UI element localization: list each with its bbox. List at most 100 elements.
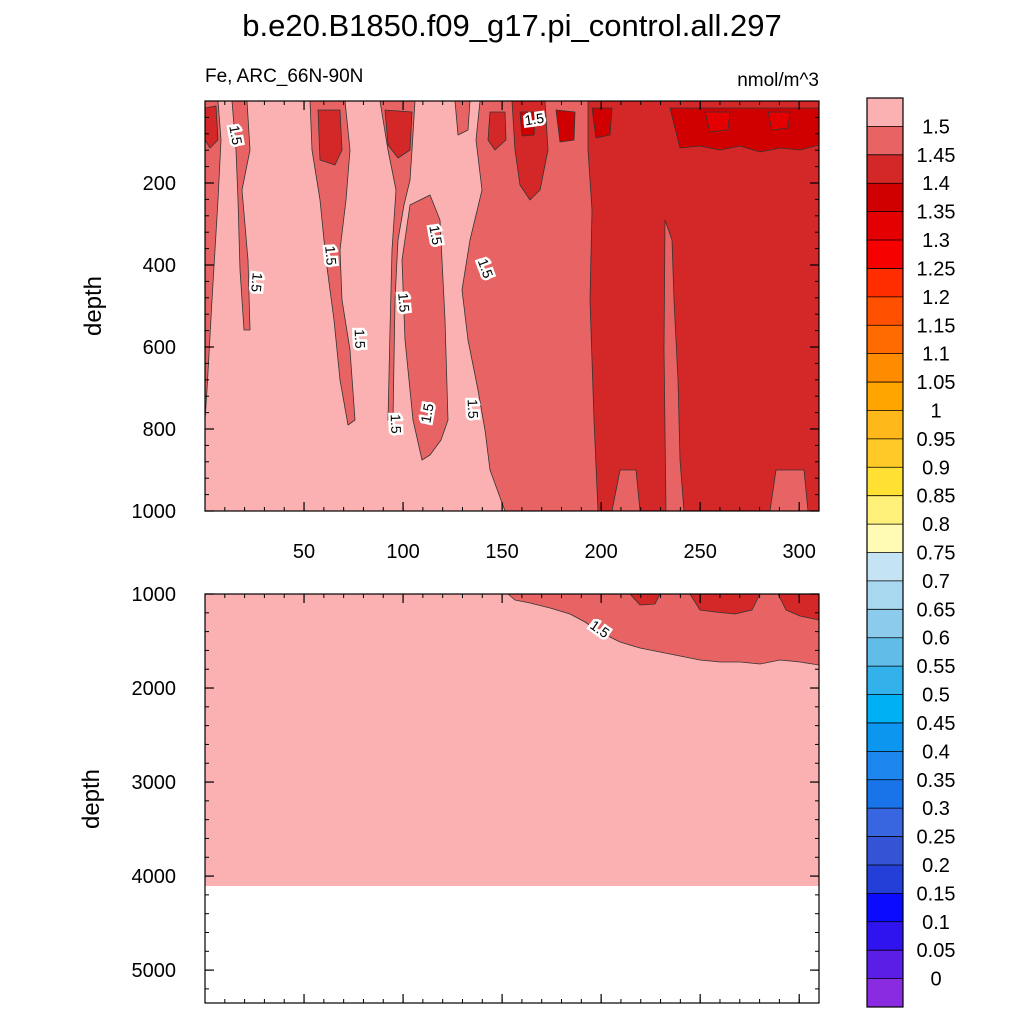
contour-fill-1.45-c <box>309 100 356 426</box>
y-tick-label: 1000 <box>132 501 177 523</box>
colorbar-swatch <box>867 353 903 383</box>
lower-ylabel: depth <box>78 769 105 829</box>
contour-fill-1.45-b <box>231 100 251 331</box>
colorbar-label: 0.4 <box>922 741 950 763</box>
colorbar-label: 1.15 <box>917 315 956 337</box>
colorbar-swatch <box>867 580 903 610</box>
colorbar-swatch <box>867 438 903 468</box>
contour-fill-1.4-e <box>204 105 219 149</box>
upper-axes: 200 400 600 800 1000 50 100 150 200 250 300 <box>132 100 820 563</box>
colorbar-swatch <box>867 836 903 866</box>
y-tick-label: 1000 <box>132 584 177 606</box>
colorbar-swatch <box>867 154 903 184</box>
colorbar-swatch <box>867 183 903 213</box>
y-tick-label: 2000 <box>132 678 177 700</box>
upper-panel: 1.5 1.5 1.5 1.5 1.5 1.5 1.5 1.5 1.5 1.5 … <box>80 100 820 563</box>
colorbar-label: 0.75 <box>917 543 956 565</box>
colorbar-label: 1.2 <box>922 287 950 309</box>
contour-fill-1.35-b <box>591 107 613 139</box>
colorbar-swatch <box>867 296 903 326</box>
colorbar-swatch <box>867 694 903 724</box>
lower-panel-frame <box>204 593 820 1004</box>
colorbar-label: 0.35 <box>917 770 956 792</box>
contour-fill-1.45-g <box>454 100 471 136</box>
colorbar-swatch <box>867 864 903 894</box>
colorbar-label: 0.9 <box>922 457 950 479</box>
colorbar-swatch <box>867 808 903 837</box>
colorbar-swatch <box>867 779 903 809</box>
contour-fill-1.3-b <box>767 111 791 131</box>
y-tick-label: 3000 <box>132 772 177 794</box>
colorbar-label: 1.1 <box>922 344 950 366</box>
colorbar-label: 0.6 <box>922 628 950 650</box>
x-tick-label: 300 <box>783 541 816 563</box>
colorbar-label: 0.7 <box>922 571 950 593</box>
colorbar-swatch <box>867 609 903 639</box>
colorbar-label: 0.55 <box>917 656 956 678</box>
contour-fill-1.4-c <box>317 109 343 166</box>
colorbar: 1.5 1.45 1.4 1.35 1.3 1.25 1.2 1.15 1.1 1.05 1 0.95… <box>866 97 956 1008</box>
colorbar-label: 0.95 <box>917 429 956 451</box>
contour-fill-1.35-a <box>669 107 820 153</box>
colorbar-label: 0.2 <box>922 855 950 877</box>
colorbar-swatch <box>867 410 903 440</box>
y-tick-label: 400 <box>143 255 176 277</box>
x-tick-label: 150 <box>485 541 518 563</box>
colorbar-label: 0.65 <box>917 599 956 621</box>
contour-label: 1.5 <box>465 399 482 419</box>
colorbar-label: 0 <box>930 969 941 991</box>
colorbar-label: 0.85 <box>917 486 956 508</box>
colorbar-label: 0.15 <box>917 883 956 905</box>
contour-label: 1.5 <box>524 110 546 129</box>
colorbar-swatch <box>867 382 903 411</box>
colorbar-swatch <box>867 552 903 582</box>
colorbar-label: 1.45 <box>917 145 956 167</box>
colorbar-label: 0.8 <box>922 514 950 536</box>
chart-title: b.e20.B1850.f09_g17.pi_control.all.297 <box>242 8 782 43</box>
contour-label: 1.5 <box>388 414 405 434</box>
colorbar-swatch <box>867 722 903 752</box>
contour-fill-1.4-f <box>487 111 507 151</box>
upper-contour-labels: 1.5 1.5 1.5 1.5 1.5 1.5 1.5 1.5 1.5 1.5 … <box>224 107 548 436</box>
contour-fill-1.35-d <box>519 111 536 137</box>
colorbar-swatch <box>867 325 903 355</box>
contour-fill-1.3-a <box>704 111 731 133</box>
colorbar-label: 1.4 <box>922 173 950 195</box>
lower-contour-fills <box>507 593 820 666</box>
x-tick-label: 100 <box>386 541 419 563</box>
contour-fill-1.4-a <box>587 100 820 512</box>
contour-label: 1.5 <box>322 245 340 266</box>
colorbar-swatch <box>867 666 903 695</box>
colorbar-swatch <box>867 751 903 781</box>
contour-fill-1.45-e <box>401 194 449 461</box>
colorbar-label: 0.3 <box>922 798 950 820</box>
colorbar-swatch <box>867 524 903 553</box>
lower-axes: 1000 2000 3000 4000 5000 <box>132 584 820 1003</box>
chart-units: nmol/m^3 <box>737 70 819 91</box>
contour-fill-1.45-d <box>379 100 416 421</box>
colorbar-swatch <box>867 637 903 667</box>
x-tick-label: 200 <box>584 541 617 563</box>
colorbar-label: 0.1 <box>922 912 950 934</box>
colorbar-swatch <box>867 211 903 241</box>
y-tick-label: 600 <box>143 337 176 359</box>
colorbar-label: 1.05 <box>917 372 956 394</box>
contour-label: 1.5 <box>395 292 413 313</box>
contour-label: 1.5 <box>418 402 437 424</box>
y-tick-label: 4000 <box>132 866 177 888</box>
colorbar-swatch <box>867 921 903 951</box>
colorbar-label: 1.25 <box>917 258 956 280</box>
colorbar-label: 1.3 <box>922 230 950 252</box>
lower-panel-seafloor <box>205 886 819 1003</box>
colorbar-swatch <box>867 126 903 156</box>
x-tick-label: 50 <box>293 541 315 563</box>
colorbar-swatch <box>867 978 903 1008</box>
colorbar-swatch <box>867 893 903 923</box>
colorbar-swatch <box>867 98 903 127</box>
contour-label: 1.5 <box>426 224 445 246</box>
colorbar-label: 1.5 <box>922 116 950 138</box>
colorbar-label: 0.05 <box>917 940 956 962</box>
contour-label: 1.5 <box>248 272 266 293</box>
